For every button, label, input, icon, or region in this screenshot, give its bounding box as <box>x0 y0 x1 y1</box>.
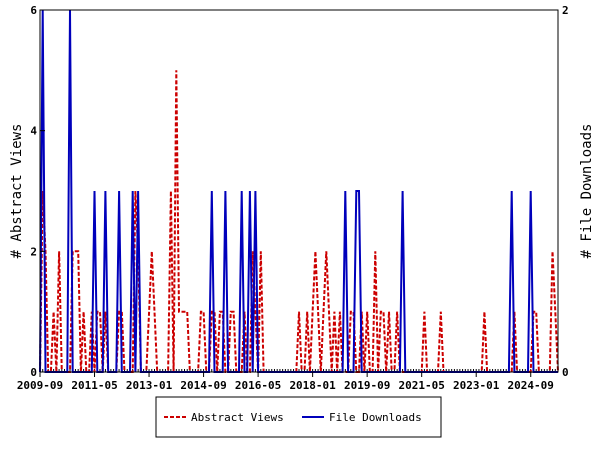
x-tick-label: 2019-09 <box>344 379 390 392</box>
x-tick-label: 2014-09 <box>180 379 226 392</box>
x-tick-label: 2023-01 <box>453 379 500 392</box>
x-tick-label: 2024-09 <box>508 379 554 392</box>
y-tick-label: 2 <box>30 245 37 258</box>
plot-frame <box>39 9 559 373</box>
y-tick-label: 0 <box>30 366 37 379</box>
legend-label-abstract-views: Abstract Views <box>191 411 284 424</box>
y-tick-label: 6 <box>30 4 37 17</box>
legend: Abstract Views File Downloads <box>155 396 442 438</box>
y-axis-label: # Abstract Views <box>9 124 25 259</box>
x-tick-label: 2018-01 <box>289 379 336 392</box>
x-tick-label: 2009-09 <box>17 379 63 392</box>
x-tick-label: 2013-01 <box>126 379 173 392</box>
y2-tick-label: 2 <box>562 4 569 17</box>
y-tick-label: 4 <box>30 125 37 138</box>
x-tick-label: 2016-05 <box>235 379 281 392</box>
x-tick-label: 2011-05 <box>71 379 117 392</box>
series-lines <box>39 9 559 373</box>
y2-tick-label: 0 <box>562 366 569 379</box>
y2-axis-label: # File Downloads <box>579 124 595 259</box>
legend-label-file-downloads: File Downloads <box>329 411 422 424</box>
y-axis-ticks: 0 2 4 6 <box>30 4 45 379</box>
x-axis-ticks: 2009-09 2011-05 2013-01 2014-09 2016-05 2018-… <box>17 372 554 392</box>
y2-axis-ticks: 02 <box>553 4 569 379</box>
legend-box <box>155 396 442 438</box>
x-tick-label: 2021-05 <box>399 379 445 392</box>
